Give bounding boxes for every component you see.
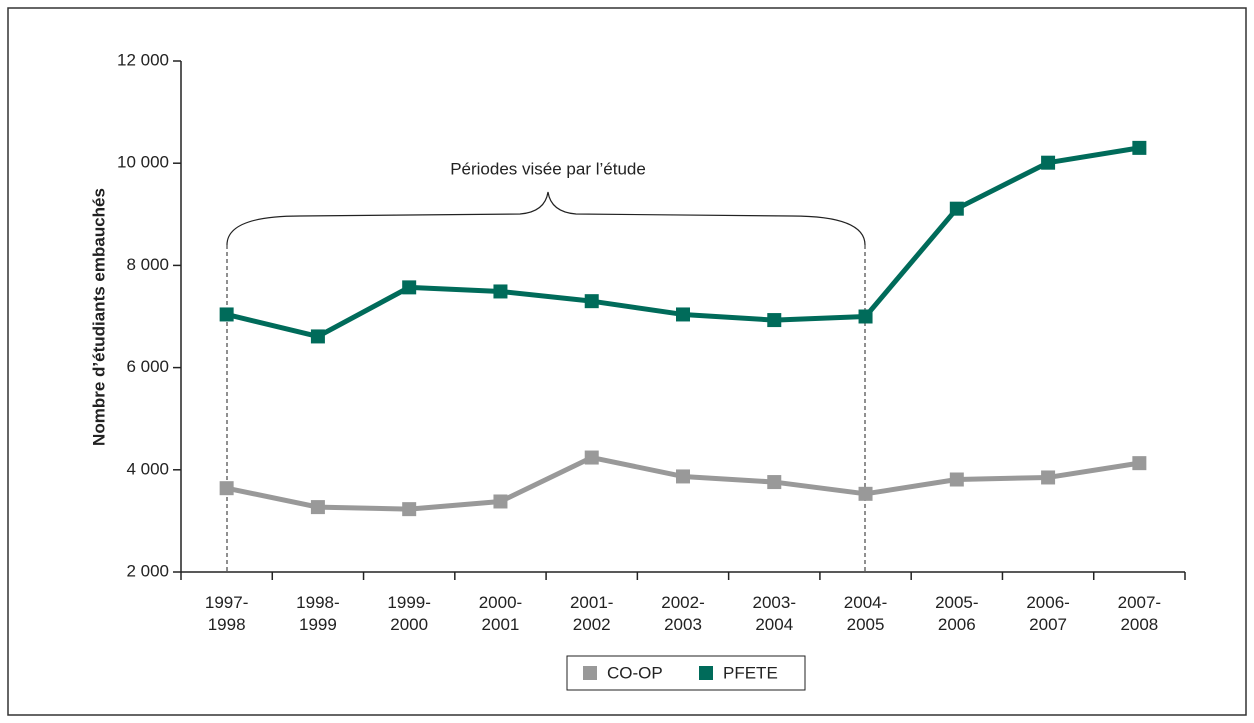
x-tick-label: 2002- 2003 [661,593,705,634]
point [219,481,234,496]
x-tick-label: 2004- 2005 [843,593,888,634]
point [676,307,690,322]
legend-swatch [699,666,713,680]
point [219,307,234,322]
x-tick-label: 2000- 2001 [478,593,523,634]
y-tick-label: 2 000 [126,561,169,580]
x-tick-label: 1999- 2000 [387,593,431,634]
point [1132,140,1147,155]
x-tick-label: 2007- 2008 [1117,593,1162,634]
point [1132,456,1147,471]
y-axis-label: Nombre d’étudiants embauchés [89,188,108,446]
point [584,294,599,309]
legend [566,655,806,691]
point [402,280,417,295]
y-tick-label: 6 000 [126,357,169,376]
x-tick-label: 2003- 2004 [752,593,796,634]
y-tick-label: 8 000 [126,255,169,274]
x-tick-label: 1997- 1998 [204,593,249,634]
x-tick-label: 2005- 2006 [935,593,979,634]
point [1041,155,1056,170]
x-tick-label: 2006- 2007 [1026,593,1070,634]
y-tick-label: 4 000 [126,459,169,478]
point [310,329,325,344]
point [767,475,782,490]
point [949,472,964,487]
point [493,284,508,299]
point [676,469,690,484]
point [493,494,508,509]
point [858,309,873,324]
point [310,500,325,515]
y-tick-label: 12 000 [117,50,169,69]
point [1041,470,1056,485]
point [402,502,417,517]
legend-label: CO-OP [607,663,663,682]
annotation: Périodes visée par l’étude [450,159,646,178]
legend-swatch [583,666,597,680]
x-tick-label: 2001- 2002 [569,593,614,634]
frame [7,7,1247,716]
x-tick-label: 1998- 1999 [296,593,340,634]
point [767,313,782,328]
point [949,201,964,216]
legend-label: PFETE [723,663,778,682]
brace [226,191,866,246]
point [584,450,599,465]
point [858,486,873,501]
y-tick-label: 10 000 [117,153,169,172]
